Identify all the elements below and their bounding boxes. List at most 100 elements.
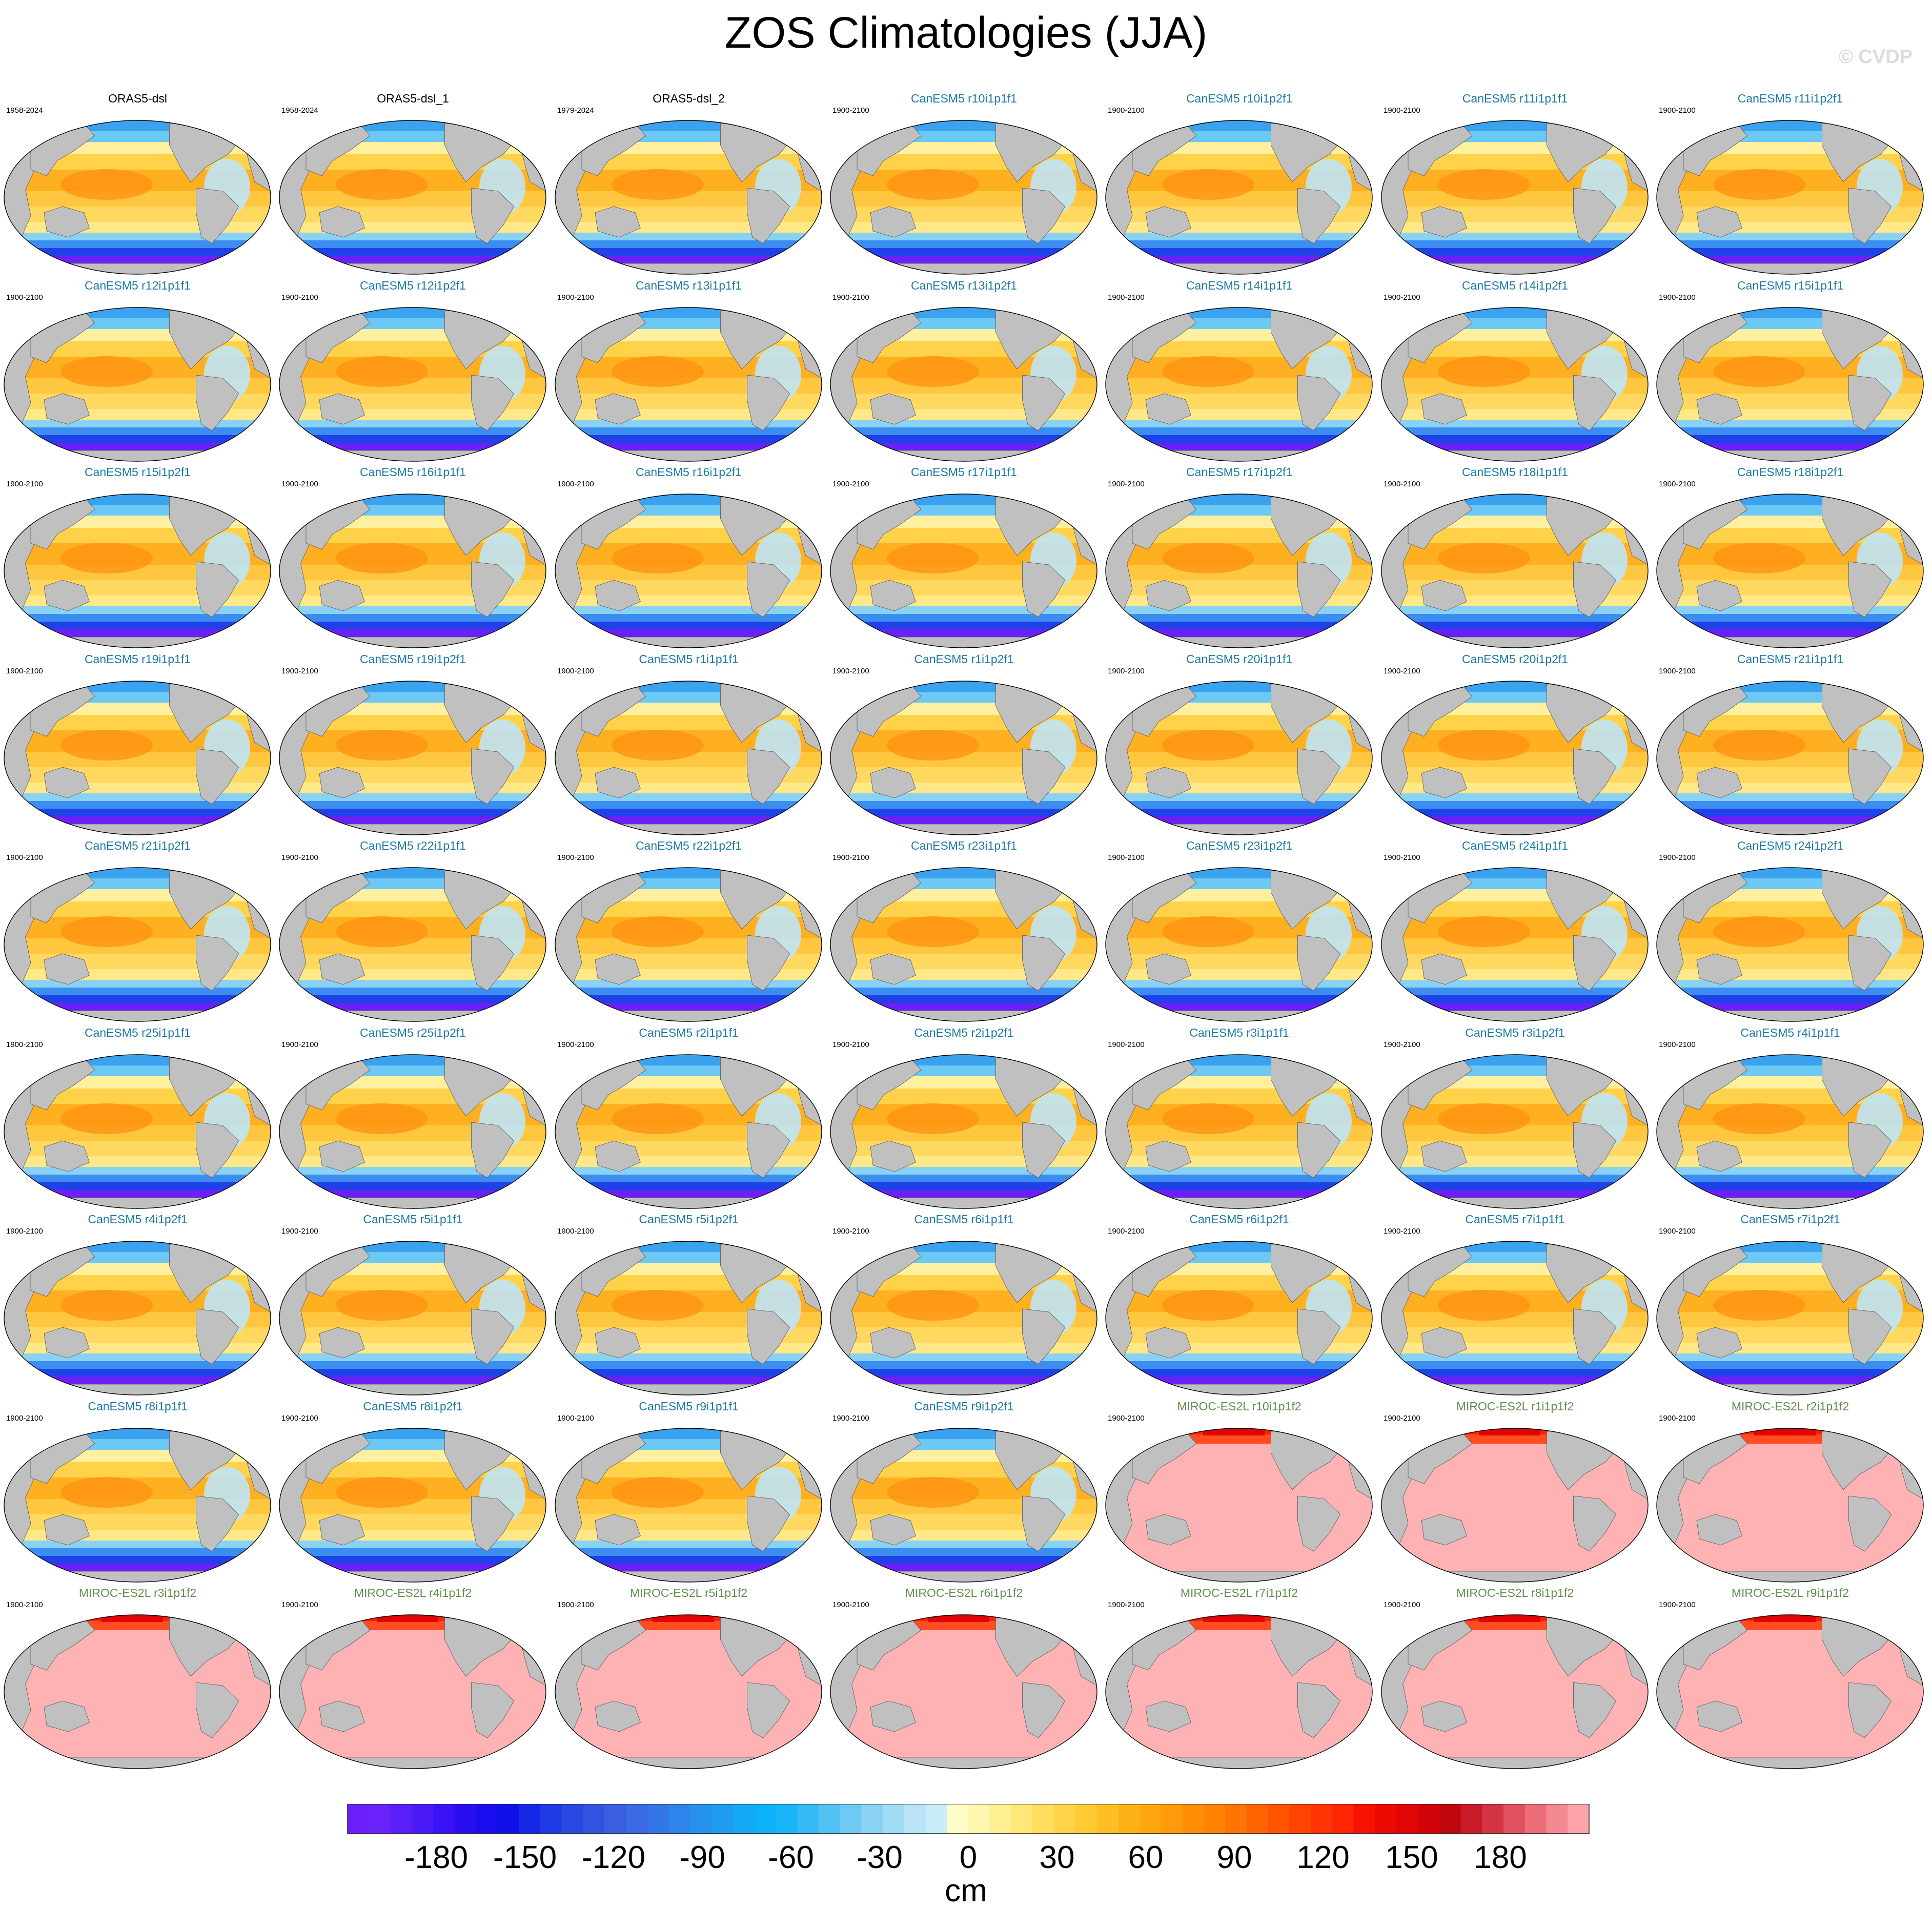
panel-years: 1900-2100 [832,293,869,302]
panel-title: CanESM5 r19i1p1f1 [84,652,191,666]
map-panel: MIROC-ES2L r7i1p1f2 1900-2100 [1102,1584,1377,1771]
panel-years: 1900-2100 [1659,1040,1696,1049]
panel-grid: ORAS5-dsl 1958-2024 ORAS5-dsl_1 1958-2024 OR… [0,90,1928,1771]
colorbar-tick: -150 [493,1840,557,1875]
panel-years: 1900-2100 [6,1040,43,1049]
panel-years: 1900-2100 [281,1600,318,1609]
colorbar-swatch [1353,1804,1376,1834]
map-panel: CanESM5 r9i1p2f1 1900-2100 [826,1398,1102,1585]
panel-title: CanESM5 r3i1p1f1 [1189,1026,1289,1039]
panel-title: ORAS5-dsl_2 [653,92,725,105]
map-image [4,681,271,835]
map-panel: CanESM5 r21i1p1f1 1900-2100 [1653,650,1928,837]
panel-years: 1900-2100 [6,1414,43,1423]
map-panel: CanESM5 r16i1p2f1 1900-2100 [551,463,826,650]
panel-title: CanESM5 r8i1p2f1 [363,1400,463,1413]
panel-years: 1900-2100 [1108,1227,1145,1236]
panel-years: 1900-2100 [1659,1227,1696,1236]
panel-years: 1900-2100 [1384,1414,1420,1423]
colorbar-swatch [711,1804,734,1834]
panel-title: CanESM5 r10i1p1f1 [910,92,1018,105]
map-image [555,1054,822,1209]
colorbar-swatch [1246,1804,1269,1834]
panel-years: 1900-2100 [1108,667,1145,675]
map-panel: CanESM5 r11i1p1f1 1900-2100 [1377,90,1653,277]
map-image [1656,494,1924,648]
colorbar-swatch [476,1804,498,1834]
panel-title: CanESM5 r20i1p1f1 [1186,652,1293,666]
panel-years: 1900-2100 [1108,480,1145,488]
colorbar-swatch [1546,1804,1568,1834]
panel-title: CanESM5 r10i1p2f1 [1186,92,1293,105]
colorbar-swatch [797,1804,819,1834]
map-panel: MIROC-ES2L r5i1p1f2 1900-2100 [551,1584,826,1771]
map-image [1381,307,1649,462]
panel-years: 1900-2100 [281,293,318,302]
map-panel: CanESM5 r20i1p1f1 1900-2100 [1102,650,1377,837]
panel-years: 1900-2100 [1384,853,1420,862]
map-image [1656,1241,1924,1395]
colorbar-swatch [776,1804,798,1834]
panel-title: CanESM5 r2i1p1f1 [639,1026,739,1039]
panel-title: CanESM5 r1i1p1f1 [639,652,739,666]
map-image [1381,1614,1649,1769]
colorbar-swatch [412,1804,434,1834]
colorbar-swatch [840,1804,862,1834]
panel-title: CanESM5 r12i1p2f1 [359,279,466,292]
map-image [830,1614,1097,1769]
map-image [1105,307,1373,462]
panel-title: MIROC-ES2L r8i1p1f2 [1456,1586,1574,1599]
map-panel: CanESM5 r22i1p1f1 1900-2100 [275,837,551,1024]
colorbar-swatch [1118,1804,1140,1834]
panel-title: CanESM5 r16i1p1f1 [359,465,466,479]
panel-title: CanESM5 r14i1p2f1 [1461,279,1569,292]
map-image [1381,1428,1649,1583]
map-image [1656,1614,1924,1769]
panel-title: CanESM5 r3i1p2f1 [1465,1026,1565,1039]
colorbar-swatch [604,1804,626,1834]
map-image [1381,120,1649,275]
panel-title: CanESM5 r17i1p2f1 [1186,465,1293,479]
map-image [4,1241,271,1395]
colorbar [347,1804,1590,1834]
map-panel: CanESM5 r16i1p1f1 1900-2100 [275,463,551,650]
panel-title: CanESM5 r25i1p1f1 [84,1026,191,1039]
map-image [555,1241,822,1395]
panel-years: 1900-2100 [6,853,43,862]
colorbar-tick: 30 [1039,1840,1075,1875]
panel-title: CanESM5 r14i1p1f1 [1186,279,1293,292]
panel-years: 1900-2100 [557,480,594,488]
panel-title: CanESM5 r18i1p2f1 [1737,465,1844,479]
panel-years: 1900-2100 [832,853,869,862]
panel-title: CanESM5 r8i1p1f1 [88,1400,188,1413]
panel-title: CanESM5 r15i1p1f1 [1737,279,1844,292]
map-panel: CanESM5 r15i1p1f1 1900-2100 [1653,277,1928,464]
panel-years: 1900-2100 [832,480,869,488]
colorbar-swatch [1503,1804,1526,1834]
map-panel: CanESM5 r19i1p2f1 1900-2100 [275,650,551,837]
panel-years: 1900-2100 [281,853,318,862]
panel-years: 1900-2100 [557,1414,594,1423]
panel-title: CanESM5 r11i1p2f1 [1737,92,1843,105]
map-panel: CanESM5 r3i1p1f1 1900-2100 [1102,1024,1377,1211]
map-image [279,681,546,835]
colorbar-swatch [390,1804,412,1834]
map-image [830,867,1097,1022]
panel-years: 1900-2100 [6,293,43,302]
map-panel: CanESM5 r13i1p1f1 1900-2100 [551,277,826,464]
panel-title: CanESM5 r9i1p1f1 [639,1400,739,1413]
map-panel: MIROC-ES2L r8i1p1f2 1900-2100 [1377,1584,1653,1771]
colorbar-swatch [1182,1804,1204,1834]
map-image [1656,307,1924,462]
copyright-watermark: © CVDP [1838,46,1913,68]
panel-years: 1900-2100 [1384,1600,1420,1609]
colorbar-swatch [904,1804,926,1834]
map-panel: CanESM5 r15i1p2f1 1900-2100 [0,463,275,650]
map-image [1656,681,1924,835]
map-panel: CanESM5 r2i1p2f1 1900-2100 [826,1024,1102,1211]
map-image [4,120,271,275]
panel-title: CanESM5 r23i1p2f1 [1186,839,1293,852]
map-image [830,120,1097,275]
colorbar-swatch [1204,1804,1226,1834]
colorbar-tick: 120 [1296,1840,1350,1875]
